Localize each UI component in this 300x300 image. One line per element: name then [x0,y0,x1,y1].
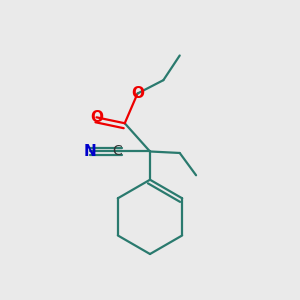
Text: C: C [112,145,122,158]
Text: O: O [90,110,103,125]
Text: N: N [84,144,96,159]
Text: O: O [131,86,144,101]
